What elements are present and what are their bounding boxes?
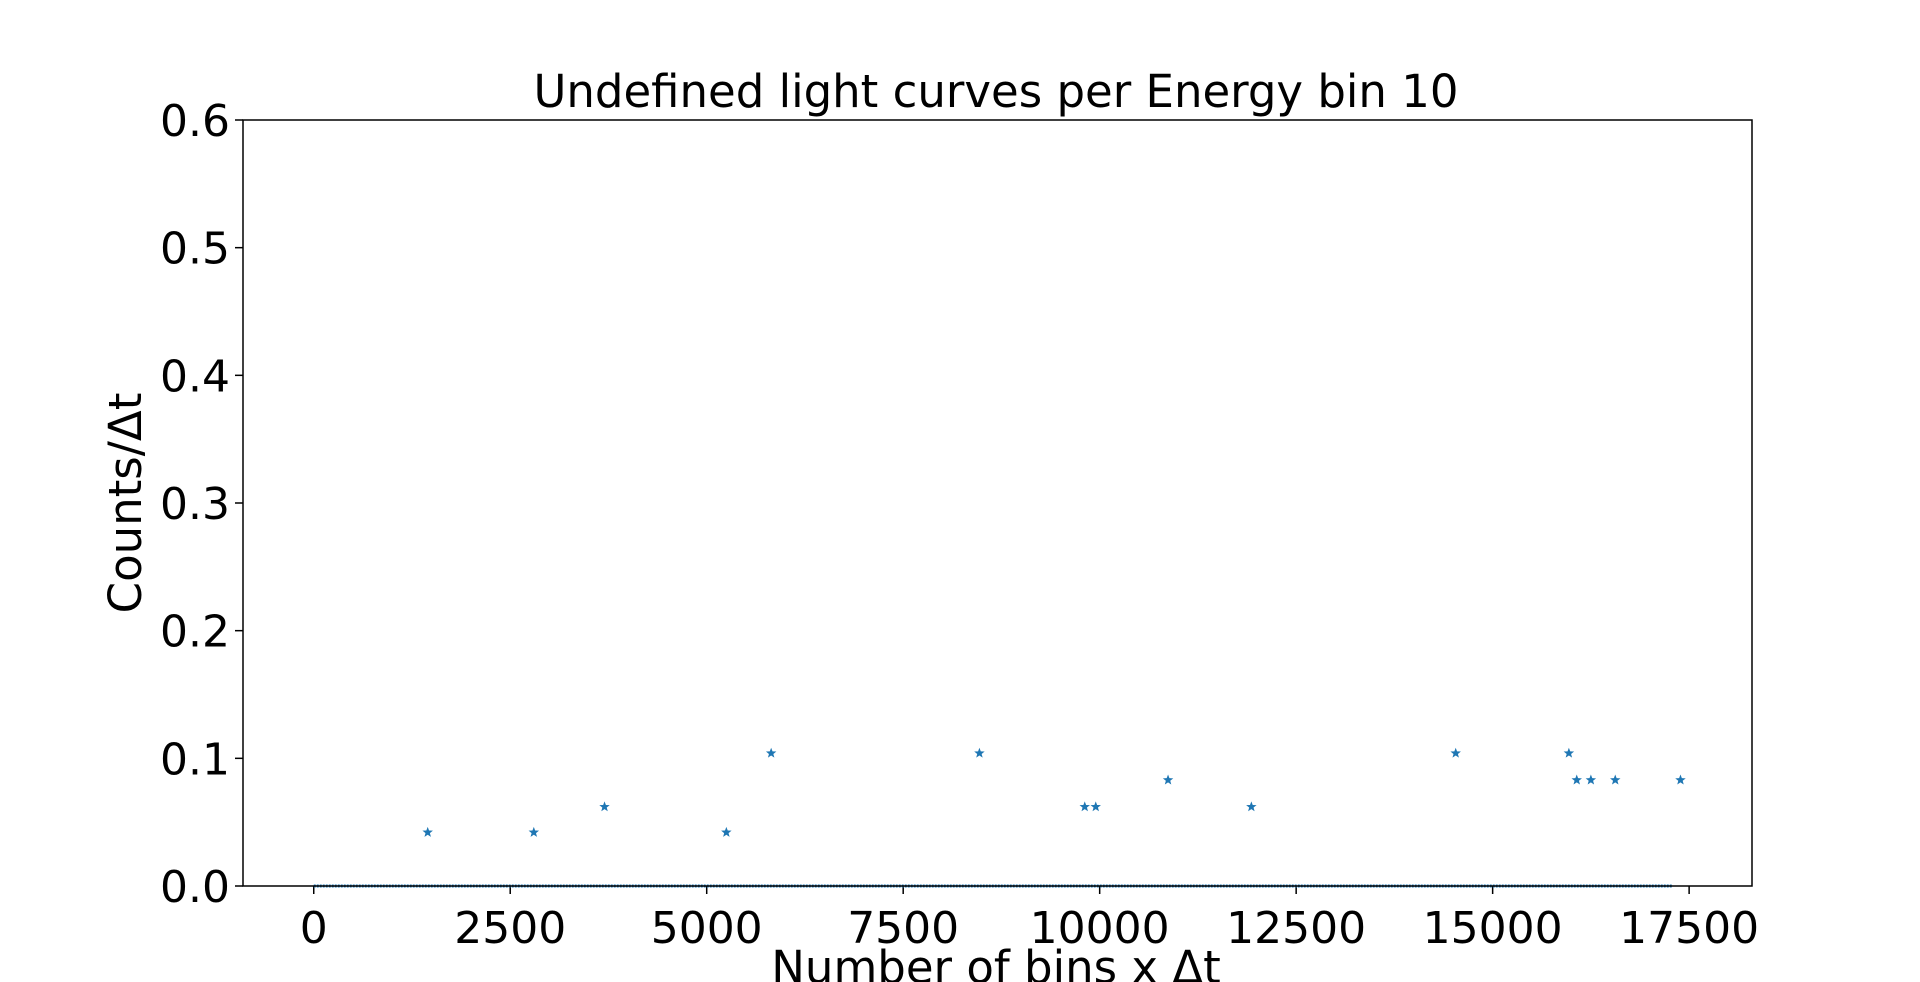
y-tick-label: 0.3 — [160, 479, 230, 530]
x-tick-label: 2500 — [454, 903, 566, 954]
x-tick-label: 15000 — [1423, 903, 1563, 954]
y-tick-label: 0.0 — [160, 862, 230, 913]
chart-title: Undefined light curves per Energy bin 10 — [533, 65, 1458, 118]
x-tick-label: 0 — [300, 903, 328, 954]
data-point — [1162, 774, 1174, 785]
data-point — [1585, 774, 1597, 785]
x-axis-ticks: 0 2500 5000 7500 10000 12500 15000 17500 — [300, 886, 1759, 954]
y-tick-label: 0.5 — [160, 224, 230, 275]
x-tick-label: 12500 — [1226, 903, 1366, 954]
data-point — [1563, 747, 1575, 758]
data-point — [1450, 747, 1461, 758]
x-tick-label: 17500 — [1619, 903, 1759, 954]
y-axis-ticks: 0.0 0.1 0.2 0.3 0.4 0.5 0.6 — [160, 96, 243, 913]
data-point — [1571, 774, 1582, 785]
data-points — [422, 747, 1686, 837]
data-point — [528, 826, 540, 837]
data-point — [422, 826, 433, 837]
data-point — [1675, 774, 1686, 785]
y-tick-label: 0.2 — [160, 607, 230, 658]
y-axis-label: Counts/Δt — [99, 393, 152, 614]
y-tick-label: 0.4 — [160, 351, 230, 402]
data-point — [1079, 801, 1090, 812]
x-axis-label: Number of bins x Δt — [771, 941, 1220, 982]
data-point — [974, 747, 985, 758]
data-point — [599, 801, 610, 812]
y-tick-label: 0.1 — [160, 734, 230, 785]
data-point — [765, 747, 777, 758]
x-tick-label: 7500 — [847, 903, 959, 954]
plot-frame — [242, 119, 1753, 887]
data-point — [1246, 801, 1257, 812]
x-tick-label: 10000 — [1030, 903, 1170, 954]
y-tick-label: 0.6 — [160, 96, 230, 147]
data-point — [721, 826, 732, 837]
data-point — [1090, 801, 1101, 812]
data-point — [1610, 774, 1621, 785]
x-tick-label: 5000 — [651, 903, 763, 954]
